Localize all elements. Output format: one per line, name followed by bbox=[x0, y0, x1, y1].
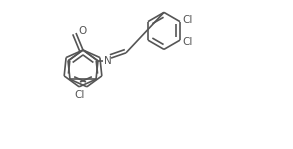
Text: Cl: Cl bbox=[74, 90, 84, 100]
Text: Cl: Cl bbox=[182, 37, 193, 47]
Text: N: N bbox=[104, 56, 112, 66]
Text: Cl: Cl bbox=[182, 15, 193, 25]
Text: O: O bbox=[78, 26, 86, 36]
